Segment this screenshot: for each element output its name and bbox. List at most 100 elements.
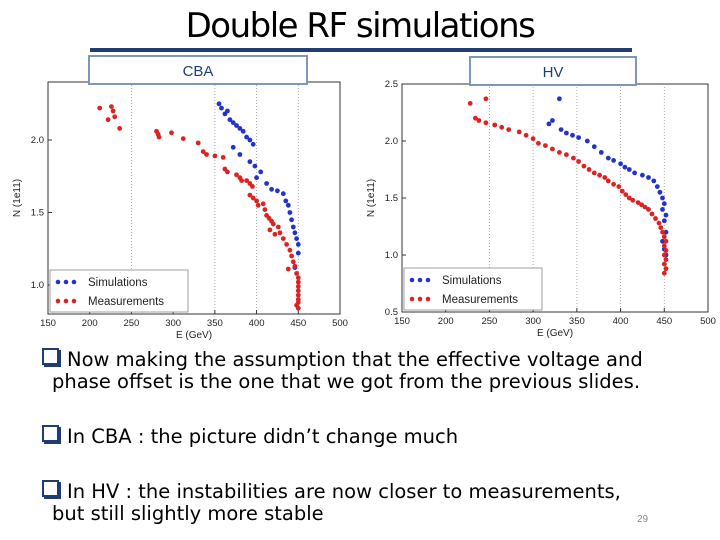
x-tick-label: 300 [525,316,541,327]
data-point [640,172,645,178]
page-number: 29 [637,514,649,525]
data-point [663,266,669,272]
data-point [216,101,222,107]
x-tick-label: 500 [332,318,348,329]
data-point [195,140,201,146]
y-tick-label: 2.0 [385,136,398,147]
data-point [564,130,569,136]
x-tick-label: 150 [40,318,56,329]
data-point [250,195,256,201]
data-point [660,238,665,244]
data-point [642,204,648,210]
data-point [630,197,636,203]
legend-marker [417,296,423,302]
data-point [635,200,641,206]
checkbox-bullet-icon [42,348,59,365]
data-point [290,259,296,265]
data-point [581,163,587,169]
y-tick-label: 1.5 [385,193,398,204]
data-point [632,170,637,176]
data-point [295,288,301,294]
data-point [267,227,273,233]
bullet-text: In HV : the instabilities are now closer… [67,480,621,503]
x-tick-label: 250 [481,316,497,327]
legend-entry: Simulations [442,275,502,287]
data-point [295,242,301,247]
data-point [284,242,289,247]
data-point [295,292,301,298]
y-tick-label: 1.0 [385,250,398,261]
data-point [646,175,651,180]
hv-scatter-chart: 150 200 250 300 350 400 450 500 0.5 1.0 1.5 2.0 2.5 E… [366,79,716,339]
data-point [204,152,209,157]
data-point [651,178,657,184]
data-point [576,159,581,164]
data-point [240,128,246,134]
data-point [225,108,230,114]
data-point [295,284,301,289]
data-point [237,126,243,131]
data-point [661,270,667,276]
data-point [156,134,162,140]
data-point [654,184,660,189]
data-point [586,167,592,172]
data-point [97,105,103,111]
data-point [591,170,597,176]
data-point [200,149,206,154]
data-point [543,143,548,148]
series-simulations [546,96,669,258]
data-point [258,169,264,175]
data-point [646,207,651,212]
data-point [550,118,555,123]
data-point [225,169,230,175]
data-point [506,127,512,132]
y-tick-label: 2.0 [31,135,44,146]
data-point [639,202,644,208]
checkbox-bullet-icon [42,425,59,442]
data-point [272,231,278,237]
data-point [247,137,253,143]
data-point [292,263,298,269]
data-point [230,120,236,125]
data-point [661,218,667,224]
y-axis-label: N (1e11) [366,179,377,217]
legend-entry: Measurements [442,294,518,306]
data-point [649,211,655,217]
data-point [230,144,236,150]
data-point [626,167,632,172]
bullet-text-continued: but still slightly more stable [52,502,324,525]
data-point [605,155,611,161]
data-point [663,238,669,244]
data-point [244,134,250,140]
data-point [227,117,233,123]
data-point [275,224,281,230]
data-point [280,236,286,242]
data-point [292,230,298,236]
data-point [234,123,239,128]
legend-box [49,269,189,313]
data-point [616,184,622,189]
data-point [110,108,116,114]
slide-title: Double RF simulations [185,6,536,46]
data-point [252,163,258,169]
data-point [260,201,266,207]
data-point [212,153,218,159]
series-measurements [97,104,301,311]
x-tick-label: 300 [165,318,181,329]
legend-marker [55,279,61,285]
checkbox-bullet-icon [42,480,59,497]
y-axis-label: N (1e11) [12,179,23,217]
data-point [602,175,608,180]
x-tick-label: 500 [700,316,716,327]
y-tick-label: 2.5 [385,79,398,90]
data-point [250,184,255,189]
data-point [294,236,299,242]
data-point [661,201,667,207]
data-point [277,230,283,236]
data-point [219,105,224,111]
y-tick-label: 1.5 [31,208,44,219]
data-point [295,250,301,256]
data-point [105,117,111,123]
data-point [254,198,259,204]
data-point [492,122,498,128]
